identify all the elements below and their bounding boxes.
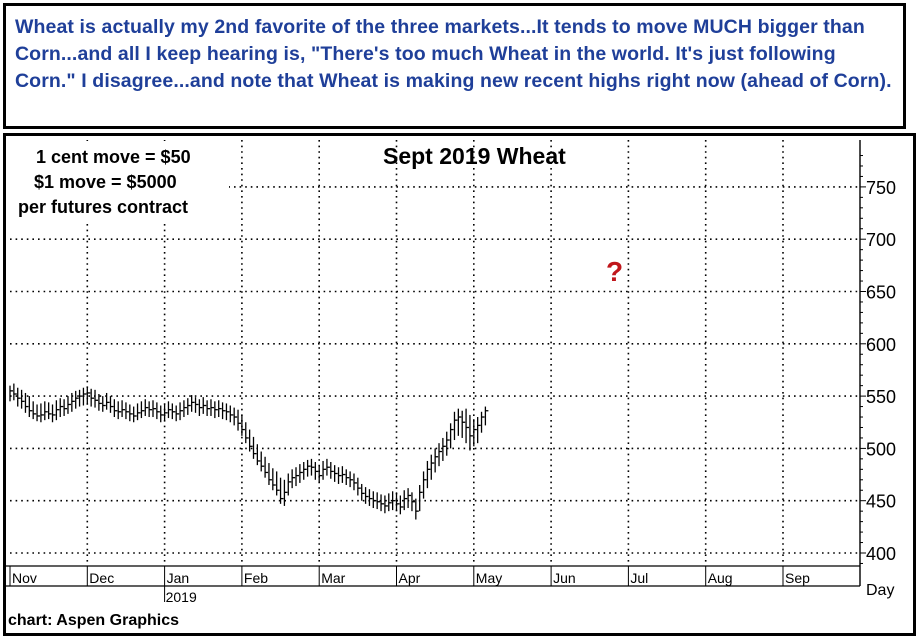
x-tick-label: Jan <box>167 570 190 586</box>
x-axis-label: Day <box>866 582 894 599</box>
y-tick-label: 750 <box>866 178 896 198</box>
chart-title: Sept 2019 Wheat <box>383 143 566 169</box>
x-tick-label: Apr <box>399 570 421 586</box>
y-tick-label: 600 <box>866 335 896 355</box>
y-tick-label: 500 <box>866 439 896 459</box>
year-label: 2019 <box>166 589 197 605</box>
x-tick-label: Aug <box>708 570 733 586</box>
y-tick-label: 550 <box>866 387 896 407</box>
x-tick-label: Feb <box>244 570 268 586</box>
x-tick-label: May <box>476 570 502 586</box>
commentary-text: Wheat is actually my 2nd favorite of the… <box>15 16 892 92</box>
x-tick-label: Jun <box>553 570 576 586</box>
x-tick-label: Jul <box>630 570 648 586</box>
notes-box <box>7 141 229 221</box>
x-tick-label: Nov <box>12 570 37 586</box>
y-tick-label: 700 <box>866 230 896 250</box>
commentary-box: Wheat is actually my 2nd favorite of the… <box>3 3 906 129</box>
y-tick-label: 450 <box>866 492 896 512</box>
x-tick-label: Dec <box>89 570 114 586</box>
question-mark: ? <box>606 256 623 287</box>
y-tick-label: 650 <box>866 283 896 303</box>
y-tick-label: 400 <box>866 544 896 564</box>
contract-note: $1 move = $5000 <box>34 172 177 192</box>
contract-note: per futures contract <box>18 197 188 217</box>
x-tick-label: Mar <box>321 570 345 586</box>
contract-note: 1 cent move = $50 <box>36 147 191 167</box>
source-label: chart: Aspen Graphics <box>8 612 179 629</box>
x-tick-label: Sep <box>785 570 810 586</box>
